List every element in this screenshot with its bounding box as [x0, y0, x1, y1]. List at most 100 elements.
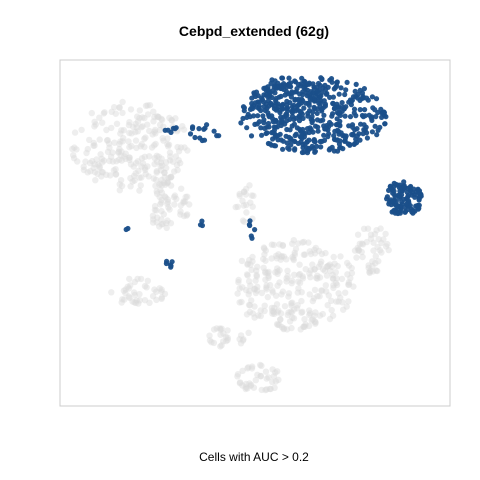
background-cell-point	[309, 261, 316, 268]
background-cell-point	[146, 102, 154, 109]
highlighted-cell-point	[241, 108, 247, 114]
background-cell-point	[109, 149, 116, 156]
highlighted-cell-point	[249, 106, 256, 112]
background-cell-point	[96, 136, 103, 143]
background-cell-point	[141, 135, 148, 142]
background-cell-point	[295, 240, 302, 247]
highlighted-cell-point	[297, 114, 303, 120]
highlighted-cell-point	[279, 102, 285, 108]
background-cell-point	[151, 113, 158, 121]
background-cell-point	[359, 253, 366, 261]
background-cell-point	[179, 123, 186, 130]
highlighted-cell-point	[373, 96, 380, 102]
background-cell-point	[299, 275, 307, 282]
highlighted-cell-point	[336, 141, 342, 147]
background-cell-point	[158, 196, 165, 204]
background-cell-point	[116, 145, 123, 153]
background-cell-point	[134, 275, 141, 283]
background-cell-point	[69, 145, 76, 153]
background-cell-point	[311, 286, 319, 294]
background-cell-point	[348, 264, 355, 272]
background-cell-point	[157, 163, 164, 170]
background-cell-point	[132, 160, 140, 167]
highlighted-cell-point	[317, 94, 323, 100]
background-cell-point	[153, 158, 161, 165]
background-cell-point	[103, 171, 110, 178]
highlighted-cell-point	[265, 120, 271, 127]
background-cell-point	[118, 182, 126, 190]
highlighted-cell-point	[416, 188, 423, 194]
background-cell-point	[88, 109, 96, 117]
highlighted-cell-point	[244, 114, 250, 120]
highlighted-cell-point	[310, 109, 316, 115]
background-cell-point	[355, 247, 362, 254]
background-cell-point	[292, 245, 300, 253]
background-cell-point	[232, 203, 239, 211]
background-cell-point	[156, 285, 163, 292]
background-cell-point	[138, 124, 145, 131]
highlighted-cell-point	[390, 198, 396, 204]
highlighted-cell-point	[293, 108, 299, 114]
highlighted-cell-point	[360, 95, 366, 101]
background-cell-point	[142, 170, 149, 178]
background-cell-point	[108, 108, 115, 116]
background-cell-point	[126, 129, 133, 137]
background-cell-point	[300, 323, 307, 330]
background-cell-point	[158, 182, 166, 189]
background-cell-point	[73, 146, 80, 153]
background-cell-point	[71, 129, 79, 136]
highlighted-cell-point	[362, 107, 368, 113]
background-cell-point	[371, 230, 379, 238]
background-cell-point	[128, 130, 135, 137]
background-cell-point	[325, 262, 332, 269]
background-cell-point	[330, 284, 337, 292]
background-cell-point	[115, 148, 123, 155]
background-cell-point	[312, 319, 319, 326]
chart-title: Cebpd_extended (62g)	[179, 23, 329, 39]
background-cell-point	[240, 188, 248, 195]
background-cell-point	[370, 247, 377, 254]
background-cell-point	[262, 269, 269, 277]
highlighted-cell-point	[301, 84, 307, 90]
background-cell-point	[257, 312, 264, 320]
background-cell-point	[167, 182, 175, 189]
background-cell-point	[153, 152, 160, 159]
background-cell-point	[117, 177, 125, 184]
background-cell-point	[164, 178, 171, 185]
highlighted-cell-point	[314, 110, 320, 116]
background-cell-point	[271, 384, 278, 391]
background-cell-point	[366, 268, 373, 276]
background-cell-point	[177, 208, 184, 215]
background-cell-point	[153, 288, 160, 295]
background-cell-point	[367, 231, 375, 238]
background-cell-point	[136, 114, 143, 122]
highlighted-cell-point	[354, 140, 360, 146]
background-cell-point	[249, 203, 256, 210]
background-cell-point	[224, 334, 231, 341]
background-cell-point	[372, 253, 379, 260]
background-cell-point	[296, 261, 303, 268]
background-cell-point	[138, 174, 145, 181]
background-cell-point	[126, 154, 133, 161]
background-cell-point	[335, 290, 342, 297]
background-cell-point	[260, 255, 267, 263]
highlighted-cell-point	[306, 102, 312, 108]
background-cell-point	[377, 225, 384, 232]
background-cell-point	[180, 212, 188, 220]
highlighted-cell-point	[311, 104, 317, 110]
background-cell-point	[289, 240, 296, 247]
highlighted-cell-point	[336, 104, 342, 110]
highlighted-cell-point	[418, 193, 424, 199]
background-cell-point	[324, 263, 331, 270]
background-cell-point	[268, 304, 276, 312]
highlighted-cell-point	[318, 100, 324, 106]
background-cell-point	[224, 336, 231, 343]
background-cell-point	[329, 271, 336, 279]
background-cell-point	[314, 272, 321, 279]
background-cell-point	[167, 174, 174, 181]
highlighted-cell-point	[353, 81, 359, 87]
background-cell-point	[177, 159, 184, 167]
background-cell-point	[90, 142, 97, 149]
background-cell-point	[345, 279, 353, 286]
